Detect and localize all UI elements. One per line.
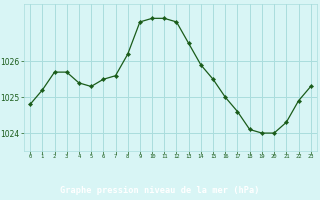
Text: Graphe pression niveau de la mer (hPa): Graphe pression niveau de la mer (hPa): [60, 186, 260, 195]
